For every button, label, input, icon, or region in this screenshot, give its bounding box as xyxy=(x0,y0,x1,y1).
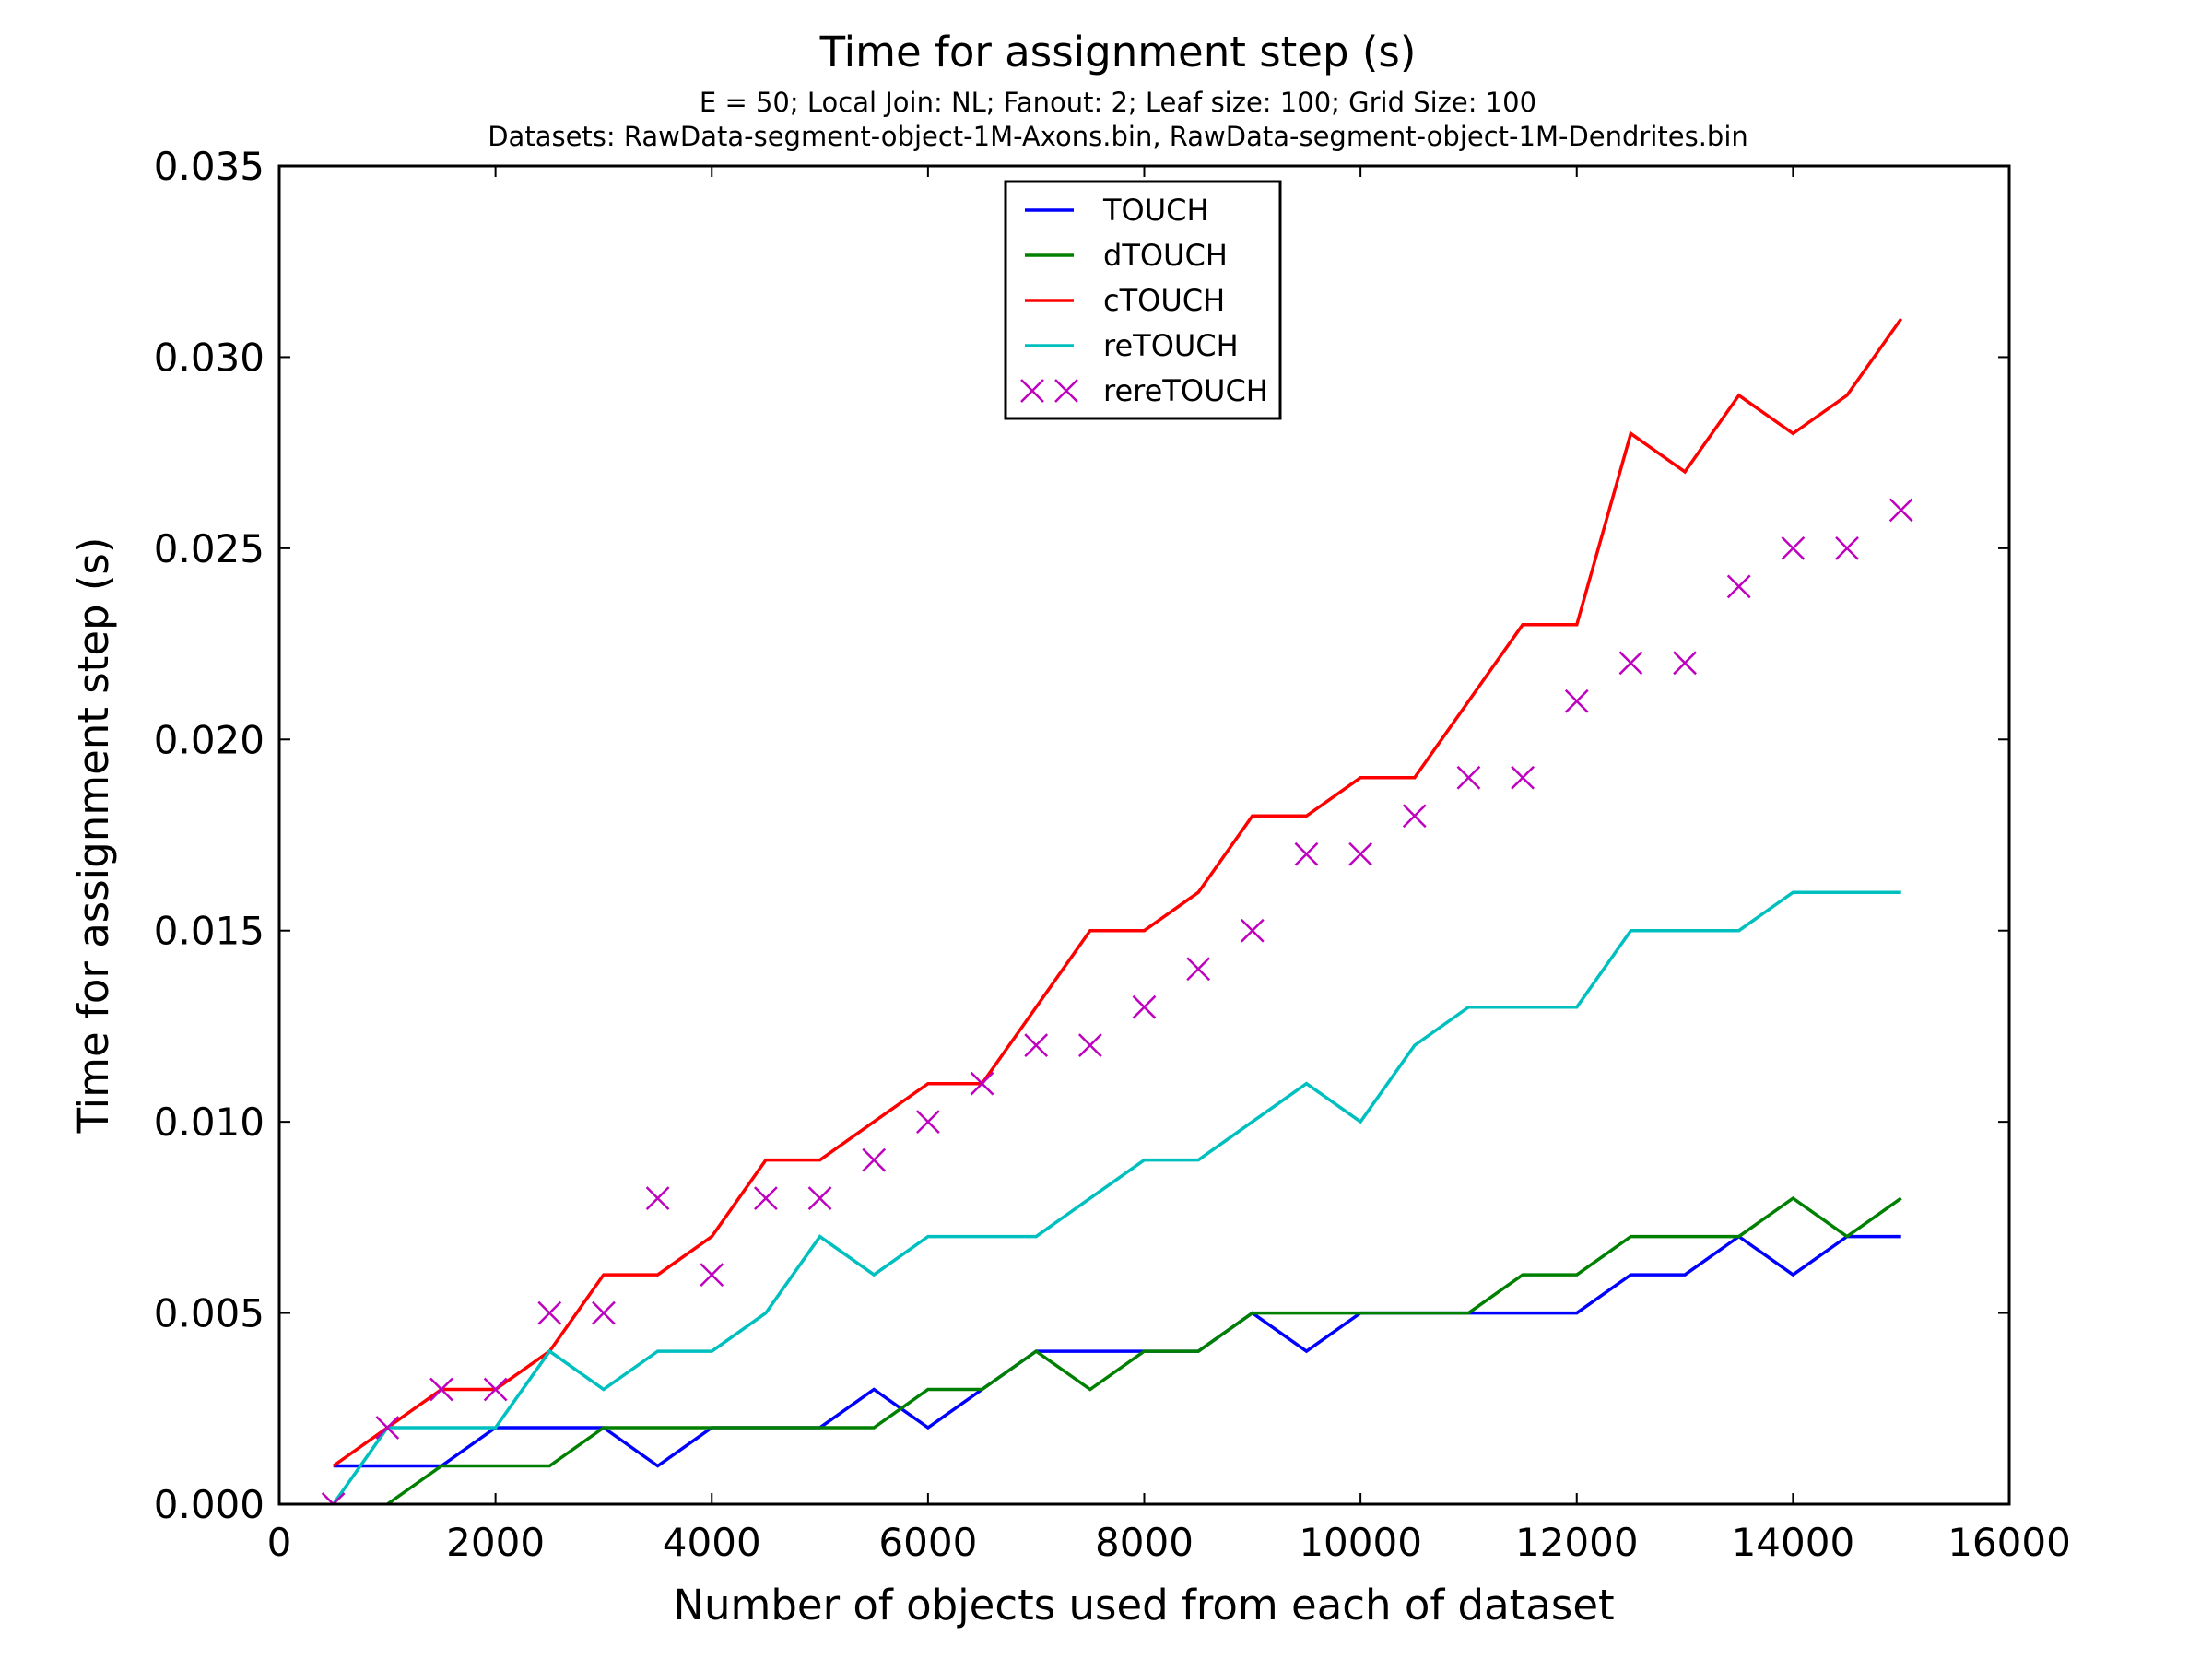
y-tick-label: 0.000 xyxy=(154,1482,265,1527)
series-layer xyxy=(321,317,1913,1504)
chart-title: Time for assignment step (s) xyxy=(819,28,1417,76)
point-reretouch xyxy=(754,1186,778,1210)
legend-label-dtouch: dTOUCH xyxy=(1103,238,1228,273)
x-tick-label: 8000 xyxy=(1095,1520,1194,1565)
point-reretouch xyxy=(1564,688,1589,713)
x-tick-label: 0 xyxy=(267,1520,292,1565)
y-tick-label: 0.025 xyxy=(154,526,265,571)
x-tick-label: 4000 xyxy=(663,1520,761,1565)
x-tick-label: 6000 xyxy=(878,1520,977,1565)
point-reretouch xyxy=(807,1186,832,1210)
chart-subtitle-line-1: E = 50; Local Join: NL; Fanout: 2; Leaf … xyxy=(700,87,1536,118)
point-reretouch xyxy=(1132,994,1157,1019)
tick-layer: 0 2000 4000 6000 8000 10000 12000 14000 16000 0.0… xyxy=(154,144,2071,1565)
x-tick-label: 2000 xyxy=(446,1520,545,1565)
legend-label-retouch: reTOUCH xyxy=(1103,328,1239,363)
point-reretouch xyxy=(1781,535,1806,560)
x-tick-label: 12000 xyxy=(1515,1520,1639,1565)
series-line-touch xyxy=(333,1234,1901,1468)
series-line-ctouch xyxy=(332,317,1903,1467)
y-tick-label: 0.030 xyxy=(154,335,265,380)
point-reretouch xyxy=(1673,651,1697,676)
series-line-dtouch xyxy=(384,1195,1902,1504)
point-reretouch xyxy=(1511,765,1535,790)
y-tick-label: 0.015 xyxy=(154,909,265,954)
point-reretouch xyxy=(1240,918,1265,943)
point-reretouch xyxy=(1077,1033,1102,1058)
x-tick-label: 16000 xyxy=(1947,1520,2071,1565)
point-reretouch xyxy=(915,1110,940,1135)
point-reretouch xyxy=(375,1416,400,1440)
point-reretouch xyxy=(1186,957,1211,982)
legend-label-touch: TOUCH xyxy=(1102,193,1209,228)
legend-label-ctouch: cTOUCH xyxy=(1103,283,1225,318)
y-tick-label: 0.020 xyxy=(154,717,265,762)
series-line-retouch xyxy=(332,890,1901,1504)
point-reretouch xyxy=(592,1300,616,1325)
x-tick-label: 14000 xyxy=(1732,1520,1855,1565)
point-reretouch xyxy=(700,1263,724,1287)
y-tick-label: 0.005 xyxy=(154,1291,265,1336)
point-reretouch xyxy=(1456,765,1481,790)
y-tick-label: 0.010 xyxy=(154,1100,265,1145)
point-reretouch xyxy=(1348,841,1373,866)
point-reretouch xyxy=(1726,574,1751,599)
point-reretouch xyxy=(1024,1033,1049,1058)
point-reretouch xyxy=(862,1147,887,1172)
legend: TOUCH dTOUCH cTOUCH reTOUCH rereTOUCH xyxy=(1004,180,1282,420)
point-reretouch xyxy=(1294,841,1319,866)
point-reretouch xyxy=(321,1492,346,1504)
legend-label-reretouch: rereTOUCH xyxy=(1103,373,1268,408)
point-reretouch xyxy=(970,1071,994,1096)
legend-swatch-reretouch xyxy=(1054,379,1078,403)
point-reretouch xyxy=(645,1186,670,1210)
point-reretouch xyxy=(1402,804,1427,829)
point-reretouch xyxy=(483,1377,508,1402)
chart-subtitle-line-2: Datasets: RawData-segment-object-1M-Axon… xyxy=(488,121,1748,152)
point-reretouch xyxy=(1618,651,1643,676)
x-axis-label: Number of objects used from each of data… xyxy=(673,1581,1614,1630)
point-reretouch xyxy=(1888,498,1913,523)
legend-swatch-reretouch xyxy=(1020,379,1044,403)
point-reretouch xyxy=(537,1300,562,1325)
x-tick-label: 10000 xyxy=(1299,1520,1422,1565)
y-tick-label: 0.035 xyxy=(154,144,265,189)
y-axis-label: Time for assignment step (s) xyxy=(69,537,118,1135)
point-reretouch xyxy=(429,1377,453,1402)
point-reretouch xyxy=(1835,535,1859,560)
